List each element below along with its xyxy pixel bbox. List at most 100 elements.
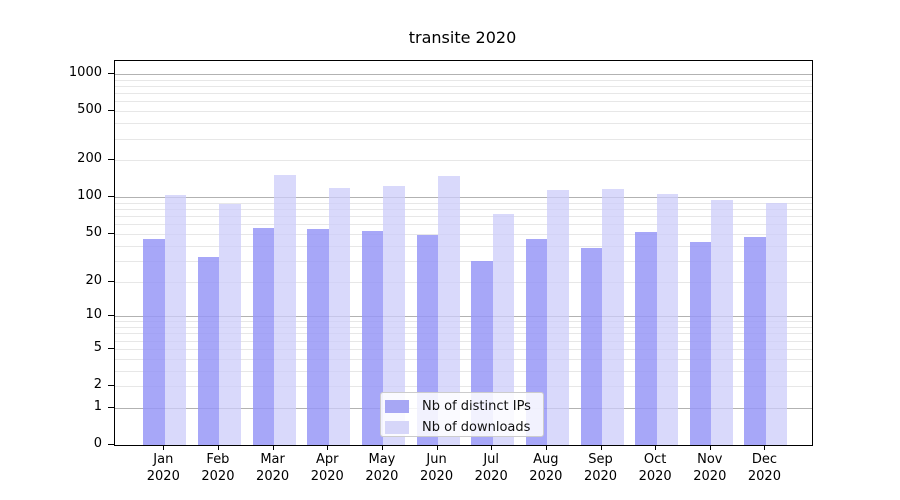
y-tick-mark <box>108 159 114 161</box>
y-axis-tick-label: 500 <box>77 102 102 118</box>
x-axis-tick-label: Apr 2020 <box>310 452 344 484</box>
bar-ips <box>744 237 766 445</box>
minor-gridline <box>115 160 812 162</box>
y-tick-mark <box>108 444 114 445</box>
legend-swatch <box>385 400 409 413</box>
minor-gridline <box>115 333 812 335</box>
x-axis-tick-label: Jul 2020 <box>474 452 508 484</box>
x-axis-tick-label: May 2020 <box>365 452 399 484</box>
bar-downloads <box>492 213 515 445</box>
x-axis-tick-label: Oct 2020 <box>638 452 672 484</box>
legend: Nb of distinct IPs Nb of downloads <box>380 392 544 437</box>
minor-gridline <box>115 85 812 87</box>
bar-downloads <box>383 186 405 445</box>
y-axis-tick-label: 50 <box>85 224 102 240</box>
y-tick-mark <box>108 385 114 386</box>
bar-downloads <box>164 195 187 445</box>
bar-ips <box>143 239 165 445</box>
x-tick-mark <box>436 445 438 450</box>
bar-ips <box>635 231 657 445</box>
minor-gridline <box>115 233 812 235</box>
bar-downloads <box>711 200 733 445</box>
minor-gridline <box>115 123 812 125</box>
minor-gridline <box>115 348 812 350</box>
x-tick-mark <box>491 445 493 450</box>
minor-gridline <box>115 224 812 226</box>
bar-downloads <box>274 174 296 445</box>
bar-ips <box>689 241 712 445</box>
legend-entry-downloads: Nb of downloads <box>385 419 543 436</box>
minor-gridline <box>115 260 812 262</box>
x-tick-mark <box>217 445 219 450</box>
y-axis-tick-label: 20 <box>85 272 102 288</box>
legend-label: Nb of distinct IPs <box>422 399 531 414</box>
minor-gridline <box>115 111 812 113</box>
y-axis-tick-label: 100 <box>77 188 102 204</box>
y-tick-mark <box>108 110 114 112</box>
minor-gridline <box>115 202 812 204</box>
legend-entry-ips: Nb of distinct IPs <box>385 398 543 415</box>
bar-downloads <box>328 187 351 445</box>
plot-area <box>114 60 813 446</box>
minor-gridline <box>115 327 812 328</box>
x-tick-mark <box>163 445 165 450</box>
y-axis-tick-label: 200 <box>77 151 102 167</box>
x-axis-tick-label: Feb 2020 <box>201 452 235 484</box>
x-tick-mark <box>381 445 383 450</box>
minor-gridline <box>115 358 812 360</box>
minor-gridline <box>115 340 812 342</box>
minor-gridline <box>115 321 812 323</box>
legend-swatch <box>385 421 409 434</box>
bar-downloads <box>765 202 788 445</box>
bar-downloads <box>656 194 679 445</box>
bar-ips <box>197 257 220 445</box>
y-tick-mark <box>108 280 114 282</box>
bar-downloads <box>602 188 624 445</box>
minor-gridline <box>115 93 812 95</box>
major-gridline <box>115 316 812 318</box>
minor-gridline <box>115 138 812 140</box>
major-gridline <box>115 197 812 199</box>
y-axis-tick-label: 1 <box>93 398 102 414</box>
y-tick-mark <box>108 73 114 74</box>
minor-gridline <box>115 101 812 103</box>
x-tick-mark <box>545 445 547 450</box>
chart-title: transite 2020 <box>408 28 517 47</box>
y-axis-tick-label: 2 <box>93 377 102 392</box>
legend-label: Nb of downloads <box>422 420 531 435</box>
minor-gridline <box>115 386 812 387</box>
bar-ips <box>252 227 275 445</box>
bar-downloads <box>547 190 569 445</box>
bar-ips <box>580 248 602 445</box>
y-axis-tick-label: 0 <box>93 436 102 451</box>
x-axis-tick-label: Mar 2020 <box>256 452 290 484</box>
minor-gridline <box>115 209 812 211</box>
minor-gridline <box>115 79 812 81</box>
minor-gridline <box>115 370 812 372</box>
x-axis-tick-label: Sep 2020 <box>583 452 618 484</box>
x-tick-mark <box>272 445 274 450</box>
x-tick-mark <box>709 445 711 450</box>
bar-downloads <box>219 203 241 445</box>
x-tick-mark <box>655 445 657 450</box>
y-axis-tick-label: 1000 <box>68 65 102 80</box>
x-tick-mark <box>600 445 602 450</box>
bar-downloads <box>438 175 460 445</box>
y-axis-tick-label: 10 <box>85 307 102 323</box>
y-axis-tick-label: 5 <box>93 339 102 355</box>
minor-gridline <box>115 216 812 218</box>
y-tick-mark <box>108 347 114 349</box>
x-axis-tick-label: Aug 2020 <box>529 452 563 484</box>
minor-gridline <box>115 281 812 283</box>
y-tick-mark <box>108 196 114 198</box>
y-tick-mark <box>108 315 114 317</box>
minor-gridline <box>115 245 812 247</box>
x-tick-mark <box>327 445 329 450</box>
bar-ips <box>307 228 329 445</box>
x-axis-tick-label: Jan 2020 <box>146 452 180 484</box>
x-axis-tick-label: Jun 2020 <box>420 452 454 484</box>
bar-ips <box>361 230 384 445</box>
y-tick-mark <box>108 232 114 234</box>
x-tick-mark <box>764 445 766 450</box>
